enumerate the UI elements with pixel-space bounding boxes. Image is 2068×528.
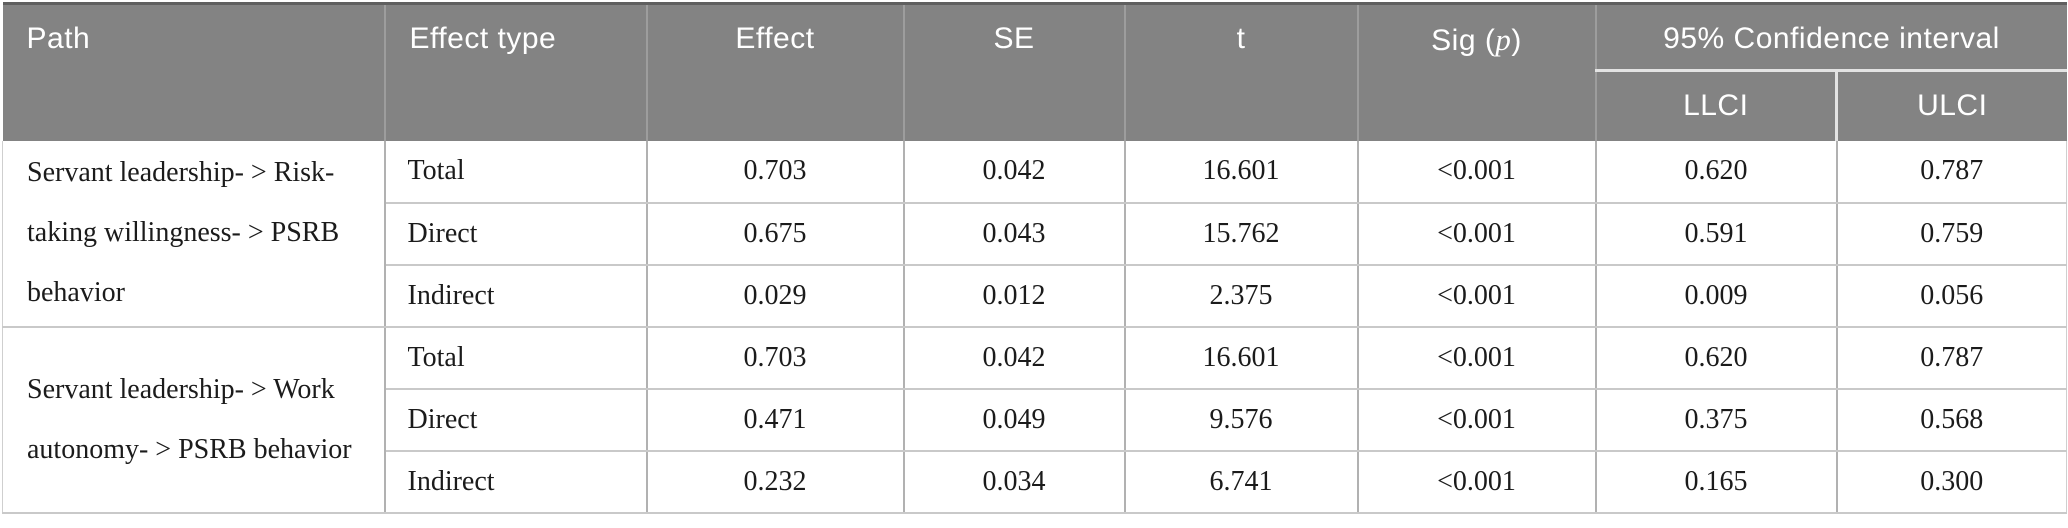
table-row: Direct 0.471 0.049 9.576 <0.001 0.375 0.… xyxy=(3,387,2068,452)
t-cell: 16.601 xyxy=(1123,140,1359,204)
column-header-ulci: ULCI xyxy=(1834,70,2067,141)
effect-cell: 0.029 xyxy=(645,263,905,328)
path-cell: Servant leadership- > Risk-taking willin… xyxy=(2,140,386,328)
se-cell: 0.042 xyxy=(902,140,1126,204)
effect-type-cell: Direct xyxy=(383,201,648,266)
column-header-confidence-interval: 95% Confidence interval xyxy=(1594,3,2067,72)
column-header-llci: LLCI xyxy=(1594,70,1838,141)
llci-cell: 0.591 xyxy=(1594,201,1838,266)
llci-cell: 0.009 xyxy=(1594,263,1838,328)
effect-cell: 0.703 xyxy=(645,325,905,390)
ulci-cell: 0.568 xyxy=(1835,387,2068,452)
se-cell: 0.034 xyxy=(902,449,1126,514)
column-header-se: SE xyxy=(902,3,1126,141)
sig-cell: <0.001 xyxy=(1356,387,1597,452)
sig-label-suffix: ) xyxy=(1511,24,1522,57)
t-cell: 2.375 xyxy=(1123,263,1359,328)
path-cell: Servant leadership- > Work autonomy- > P… xyxy=(2,325,386,514)
t-cell: 15.762 xyxy=(1123,201,1359,266)
table-row: Indirect 0.232 0.034 6.741 <0.001 0.165 … xyxy=(3,449,2068,514)
mediation-effects-table: Path Effect type Effect SE t Sig (p) 95%… xyxy=(2,2,2068,514)
se-cell: 0.042 xyxy=(902,325,1126,390)
header-row-main: Path Effect type Effect SE t Sig (p) 95%… xyxy=(2,3,2067,141)
effect-cell: 0.232 xyxy=(645,449,905,514)
table-header: Path Effect type Effect SE t Sig (p) 95%… xyxy=(2,3,2067,141)
sig-cell: <0.001 xyxy=(1356,201,1597,266)
ulci-cell: 0.787 xyxy=(1835,140,2068,204)
llci-cell: 0.620 xyxy=(1594,325,1838,390)
ulci-cell: 0.787 xyxy=(1835,325,2068,390)
effect-type-cell: Total xyxy=(383,140,648,204)
t-cell: 6.741 xyxy=(1123,449,1359,514)
t-cell: 9.576 xyxy=(1123,387,1359,452)
sig-cell: <0.001 xyxy=(1356,140,1597,204)
effect-type-cell: Indirect xyxy=(383,449,648,514)
sig-label-prefix: Sig ( xyxy=(1431,24,1496,57)
table-row: Direct 0.675 0.043 15.762 <0.001 0.591 0… xyxy=(3,201,2068,266)
se-cell: 0.012 xyxy=(902,263,1126,328)
sig-label-p: p xyxy=(1495,22,1512,57)
ulci-cell: 0.300 xyxy=(1835,449,2068,514)
llci-cell: 0.165 xyxy=(1594,449,1838,514)
se-cell: 0.049 xyxy=(902,387,1126,452)
table-row: Indirect 0.029 0.012 2.375 <0.001 0.009 … xyxy=(3,263,2068,328)
se-cell: 0.043 xyxy=(902,201,1126,266)
column-header-effect: Effect xyxy=(645,3,905,141)
column-header-t: t xyxy=(1123,3,1359,141)
effect-type-cell: Direct xyxy=(383,387,648,452)
column-header-effect-type: Effect type xyxy=(383,3,648,141)
llci-cell: 0.375 xyxy=(1594,387,1838,452)
ulci-cell: 0.056 xyxy=(1835,263,2068,328)
column-header-path: Path xyxy=(2,3,386,141)
column-header-sig: Sig (p) xyxy=(1356,3,1597,141)
effect-type-cell: Indirect xyxy=(383,263,648,328)
llci-cell: 0.620 xyxy=(1594,140,1838,204)
table-body: Servant leadership- > Risk-taking willin… xyxy=(2,140,2068,514)
effect-cell: 0.471 xyxy=(645,387,905,452)
effect-cell: 0.703 xyxy=(645,140,905,204)
effect-cell: 0.675 xyxy=(645,201,905,266)
effect-type-cell: Total xyxy=(383,325,648,390)
sig-cell: <0.001 xyxy=(1356,263,1597,328)
sig-cell: <0.001 xyxy=(1356,449,1597,514)
table-row: Servant leadership- > Risk-taking willin… xyxy=(2,140,2068,328)
sig-cell: <0.001 xyxy=(1356,325,1597,390)
table-row: Servant leadership- > Work autonomy- > P… xyxy=(2,325,2068,514)
header-row-sub: LLCI ULCI xyxy=(3,70,2067,141)
t-cell: 16.601 xyxy=(1123,325,1359,390)
ulci-cell: 0.759 xyxy=(1835,201,2068,266)
